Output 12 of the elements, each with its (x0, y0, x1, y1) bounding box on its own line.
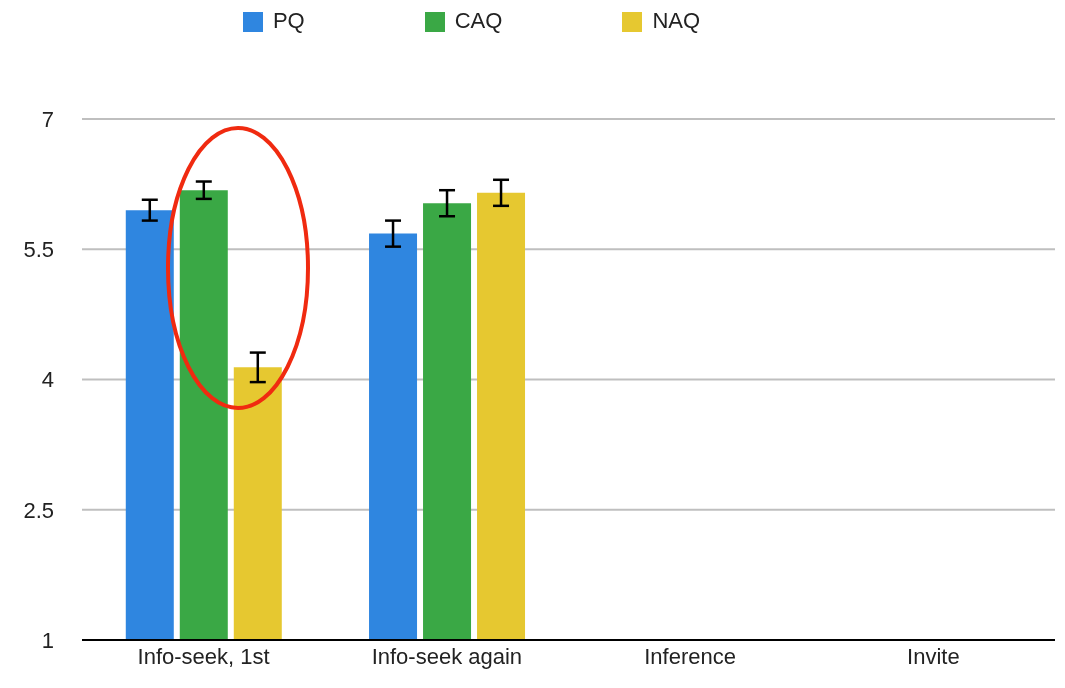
x-tick-label: Info-seek again (371, 643, 523, 669)
y-tick-label: 5.5 (23, 237, 54, 263)
legend-label: NAQ (652, 8, 701, 33)
x-tick-label: Invite (907, 643, 960, 669)
x-tick-label: Inference (644, 643, 736, 669)
y-tick-label: 7 (41, 106, 54, 132)
x-tick-label: Info-seek, 1st (137, 643, 270, 669)
y-tick-label: 1 (41, 627, 54, 653)
legend-label: CAQ (454, 8, 503, 33)
y-tick-label: 2.5 (23, 497, 54, 523)
legend-label: PQ (272, 8, 305, 33)
y-tick-label: 4 (41, 367, 54, 393)
